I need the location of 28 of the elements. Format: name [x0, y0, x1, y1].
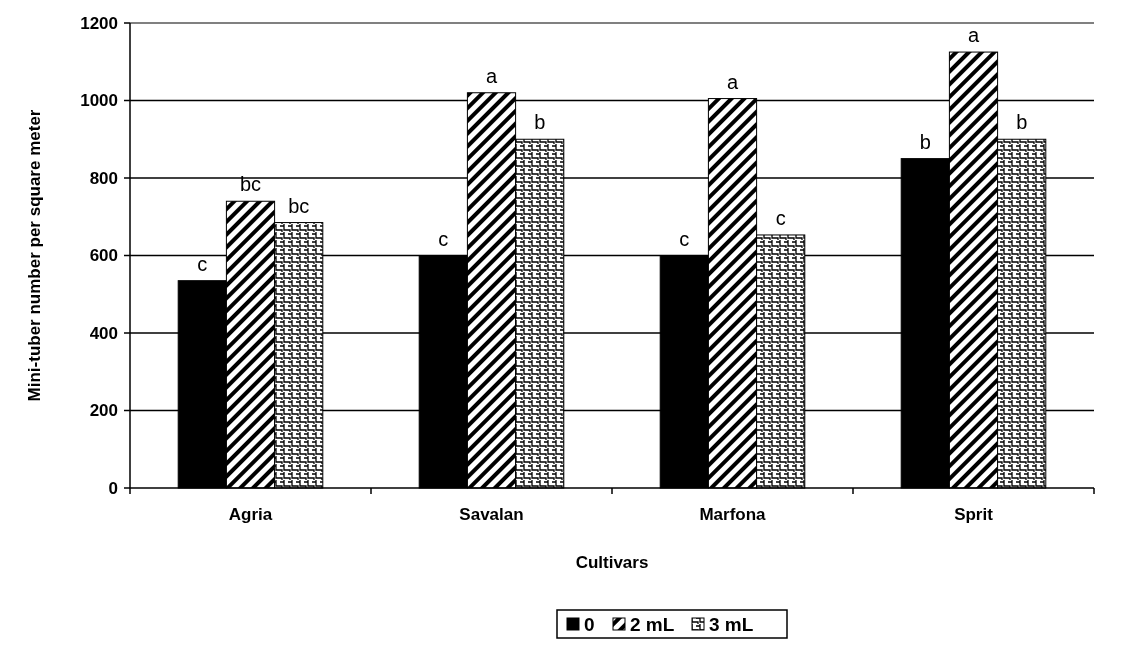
x-tick-label: Sprit: [954, 505, 994, 524]
data-label: bc: [239, 173, 262, 196]
x-axis-title: Cultivars: [575, 553, 649, 572]
data-label: a: [967, 24, 980, 47]
y-tick-label: 400: [89, 323, 118, 343]
data-label: b: [1016, 111, 1028, 134]
legend-label: 3 mL: [709, 613, 754, 635]
data-label: b: [534, 111, 546, 134]
data-label: c: [679, 227, 690, 250]
legend-label: 2 mL: [630, 613, 675, 635]
data-label: c: [197, 252, 208, 275]
data-label: a: [726, 70, 739, 93]
x-tick-label: Marfona: [699, 505, 767, 524]
y-tick-label: 1000: [80, 91, 118, 111]
legend-label: 0: [584, 613, 595, 635]
y-tick-label: 1200: [80, 13, 118, 33]
y-tick-label: 600: [89, 246, 118, 266]
data-label: c: [775, 206, 786, 229]
x-tick-label: Agria: [228, 505, 273, 524]
y-tick-label: 0: [108, 478, 118, 498]
data-label: bc: [288, 194, 310, 217]
x-tick-label: Savalan: [459, 505, 524, 524]
data-label: b: [919, 130, 931, 153]
y-tick-label: 200: [89, 401, 118, 421]
y-tick-label: 800: [89, 168, 118, 188]
data-label: c: [438, 227, 449, 250]
data-label: a: [485, 64, 498, 87]
y-axis-title: Mini-tuber number per square meter: [25, 109, 44, 402]
